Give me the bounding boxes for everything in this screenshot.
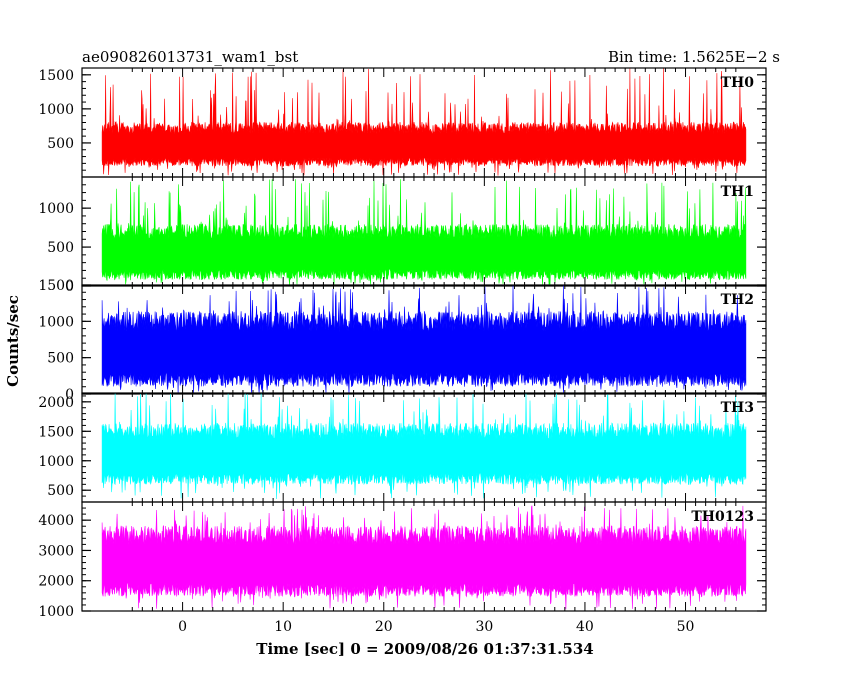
panel-th0123: 1000 2000 3000 4000 TH0123 [38,501,767,620]
bin-time-label: Bin time: 1.5625E−2 s [608,48,780,66]
y-tick-label: 4000 [38,513,74,529]
y-tick-label: 1500 [38,68,74,84]
panel-label-th2: TH2 [721,292,754,308]
y-tick-label: 3000 [38,543,74,559]
x-tick-label: 30 [475,619,493,635]
y-tick-label: 1500 [38,278,74,294]
y-axis-title: Counts/sec [4,295,22,387]
x-tick-label: 10 [274,619,292,635]
y-tick-label: 1000 [38,102,74,118]
y-tick-label: 1000 [38,201,74,217]
series-th2 [101,285,747,394]
y-tick-label: 1000 [38,314,74,330]
panel-label-th1: TH1 [721,184,754,200]
y-tick-label: 2000 [38,574,74,590]
panel-label-th0123: TH0123 [691,509,754,525]
series-th0 [101,68,747,176]
panel-label-th0: TH0 [721,75,755,91]
x-tick-label: 0 [178,619,187,635]
series-th1 [101,179,747,286]
series-th3 [101,393,747,500]
panel-th2: 0 500 1000 1500 TH2 [38,278,767,403]
x-axis-title: Time [sec] 0 = 2009/08/26 01:37:31.534 [256,640,593,658]
y-tick-label: 1000 [38,454,74,470]
y-tick-label: 500 [47,351,74,367]
y-tick-label: 500 [47,136,74,152]
y-tick-label: 500 [47,240,74,256]
series-th0123 [101,505,747,610]
x-axis: 0 10 20 30 40 50 [178,619,694,635]
y-tick-label: 2000 [38,395,74,411]
x-tick-label: 20 [375,619,393,635]
y-tick-label: 500 [47,483,74,499]
x-tick-label: 40 [576,619,594,635]
panel-th3: 500 1000 1500 2000 TH3 [38,392,767,503]
x-tick-label: 50 [677,619,695,635]
panel-th0: 500 1000 1500 TH0 [38,67,767,178]
y-tick-label: 0 [65,387,74,403]
y-tick-label: 1500 [38,424,74,440]
panel-label-th3: TH3 [721,400,754,416]
panels-group: 500 1000 1500 TH0 0 500 1000 TH1 0 500 1000 1500 TH2… [38,67,767,620]
y-tick-label: 1000 [38,604,74,620]
chart-title: ae090826013731_wam1_bst [82,48,298,66]
y-tick-label: 0 [65,279,74,295]
panel-th1: 0 500 1000 TH1 [38,176,767,295]
